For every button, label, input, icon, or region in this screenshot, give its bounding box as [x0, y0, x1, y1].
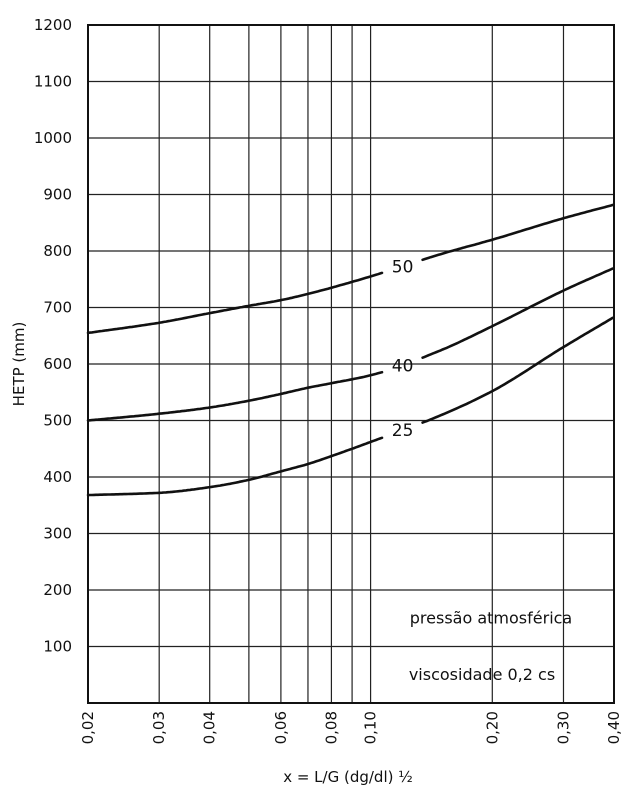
series-line [421, 267, 614, 359]
y-tick-label: 800 [43, 242, 72, 260]
x-tick-label: 0,03 [150, 711, 168, 744]
y-tick-label: 400 [43, 468, 72, 486]
x-tick-label: 0,30 [554, 711, 572, 744]
series-line [86, 436, 384, 497]
x-tick-label: 0,06 [272, 711, 290, 744]
series-label: 40 [392, 356, 414, 376]
series-line [421, 316, 614, 424]
annotation-viscosity: viscosidade 0,2 cs [409, 665, 555, 684]
y-tick-label: 1100 [34, 73, 72, 91]
y-tick-labels: 100 200 300 400 500 600 700 800 900 1000 1100 1200 [34, 16, 72, 656]
y-tick-label: 100 [43, 638, 72, 656]
series-line [86, 370, 384, 422]
x-tick-label: 0,40 [605, 711, 623, 744]
x-tick-label: 0,02 [79, 711, 97, 744]
x-tick-labels: 0,02 0,03 0,04 0,06 0,08 0,10 0,20 0,30 0,40 [79, 711, 623, 744]
y-gridlines [88, 24, 614, 648]
y-tick-label: 600 [43, 355, 72, 373]
series-label: 50 [392, 257, 414, 277]
x-axis-title: x = L/G (dg/dl) ½ [283, 768, 413, 786]
y-tick-label: 1000 [34, 129, 72, 147]
x-tick-label: 0,08 [322, 711, 340, 744]
y-tick-label: 300 [43, 525, 72, 543]
series-curves [86, 203, 614, 497]
series-label: 25 [392, 421, 414, 441]
series-line [86, 271, 384, 335]
y-axis-title: HETP (mm) [10, 322, 28, 407]
y-tick-label: 500 [43, 412, 72, 430]
x-tick-label: 0,04 [201, 711, 219, 744]
x-tick-label: 0,20 [483, 711, 501, 744]
y-tick-label: 900 [43, 186, 72, 204]
y-tick-label: 1200 [34, 16, 72, 34]
plot-frame [87, 24, 615, 704]
y-tick-label: 700 [43, 299, 72, 317]
series-line [421, 203, 614, 262]
y-tick-label: 200 [43, 581, 72, 599]
x-tick-label: 0,10 [362, 711, 380, 744]
annotation-pressure: pressão atmosférica [410, 608, 572, 627]
series-labels: 50 40 25 [392, 257, 414, 441]
